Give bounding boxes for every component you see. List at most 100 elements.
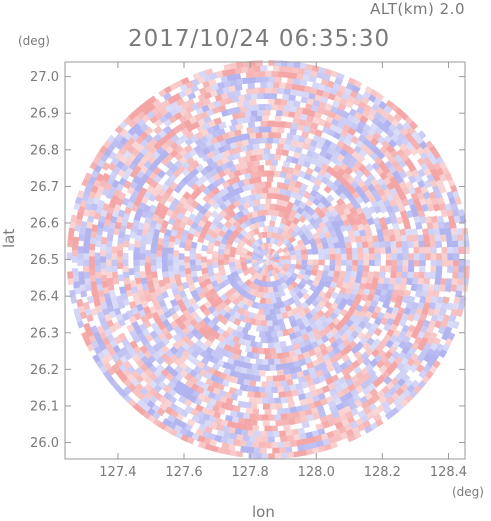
radar-cell	[392, 397, 403, 407]
radar-cell	[284, 446, 293, 454]
radar-cell	[427, 284, 435, 292]
radar-cell	[457, 208, 466, 218]
radar-cell	[93, 298, 101, 307]
radar-cell	[329, 259, 337, 266]
radar-cell	[296, 388, 305, 396]
radar-cell	[211, 256, 218, 263]
radar-cell	[305, 198, 314, 208]
radar-cell	[368, 259, 376, 267]
radar-cell	[263, 247, 268, 255]
radar-cell	[283, 263, 291, 269]
radar-cell	[84, 227, 92, 235]
radar-cell	[243, 401, 252, 409]
radar-cell	[258, 386, 266, 394]
radar-cell	[99, 243, 107, 251]
y-tick-label: 26.0	[30, 436, 59, 451]
radar-cell	[190, 160, 200, 169]
y-tick-label: 26.2	[30, 363, 59, 378]
radar-cell	[278, 447, 287, 454]
radar-cell	[278, 391, 286, 399]
radar-cell	[457, 234, 465, 242]
radar-cell	[294, 111, 303, 120]
radar-cell	[429, 271, 437, 280]
radar-cell	[190, 241, 198, 249]
radar-cell	[418, 369, 428, 380]
radar-cell	[247, 374, 255, 382]
radar-cell	[270, 442, 278, 449]
radar-cell	[166, 414, 176, 424]
radar-cell	[280, 396, 288, 404]
radar-cell	[139, 122, 149, 133]
radar-cell	[277, 408, 285, 415]
plot-frame	[64, 61, 466, 460]
radar-cell	[296, 254, 303, 260]
radar-cell	[269, 92, 277, 100]
radar-cell	[452, 246, 460, 255]
radar-cell	[172, 333, 182, 343]
radar-cell	[72, 274, 80, 282]
radar-cell	[279, 65, 287, 73]
radar-cell	[249, 340, 257, 348]
radar-cell	[260, 320, 267, 327]
radar-cell	[269, 364, 277, 371]
radar-cell	[353, 229, 361, 238]
radar-cell	[434, 302, 443, 311]
radar-cell	[440, 209, 449, 218]
radar-cell	[233, 72, 241, 80]
radar-cell	[419, 265, 426, 273]
radar-cell	[162, 240, 170, 248]
radar-cell	[200, 262, 208, 269]
radar-cell	[241, 138, 250, 146]
radar-cell	[355, 169, 365, 179]
radar-cell	[394, 277, 402, 285]
radar-cell	[274, 115, 282, 122]
radar-cell	[174, 144, 184, 154]
radar-cell	[278, 301, 286, 309]
radar-scan-disk	[66, 60, 470, 460]
radar-cell	[101, 161, 111, 171]
radar-cell	[292, 411, 301, 419]
radar-cell	[276, 441, 285, 449]
radar-cell	[417, 342, 426, 352]
radar-cell	[310, 86, 319, 95]
radar-cell	[264, 292, 270, 299]
radar-cell	[395, 295, 404, 304]
radar-cell	[132, 218, 140, 227]
radar-cell	[410, 283, 418, 292]
radar-cell	[106, 134, 116, 144]
radar-cell	[272, 192, 279, 200]
radar-cell	[413, 246, 420, 255]
radar-cell	[372, 413, 383, 423]
radar-cell	[235, 123, 244, 131]
radar-cell	[317, 300, 327, 309]
radar-cell	[360, 235, 369, 243]
radar-cell	[402, 247, 409, 255]
radar-cell	[202, 272, 210, 280]
radar-cell	[133, 246, 141, 254]
radar-cell	[116, 243, 124, 251]
y-axis: 26.0 26.1 26.2 26.3 26.4 26.5 26.6 26.7 26.8 26.9…	[30, 70, 465, 451]
radar-cell	[400, 277, 408, 286]
radar-cell	[286, 412, 294, 420]
radar-cell	[89, 280, 97, 289]
radar-cell	[226, 420, 235, 429]
radar-cell	[307, 207, 316, 217]
radar-cell	[147, 285, 156, 294]
radar-cell	[283, 143, 291, 151]
radar-cell	[268, 270, 273, 277]
radar-cell	[344, 241, 353, 249]
radar-cell	[213, 99, 222, 108]
radar-cell	[271, 269, 277, 277]
radar-cell	[206, 264, 214, 272]
radar-cell	[445, 278, 453, 286]
radar-cell	[280, 452, 288, 460]
radar-cell	[263, 348, 270, 355]
radar-cell	[178, 253, 185, 260]
radar-cell	[266, 375, 273, 382]
radar-cell	[245, 104, 254, 112]
radar-cell	[307, 436, 317, 445]
radar-cell	[150, 322, 160, 331]
radar-cell	[161, 270, 169, 278]
radar-cell	[270, 331, 278, 338]
radar-cell	[356, 154, 366, 164]
